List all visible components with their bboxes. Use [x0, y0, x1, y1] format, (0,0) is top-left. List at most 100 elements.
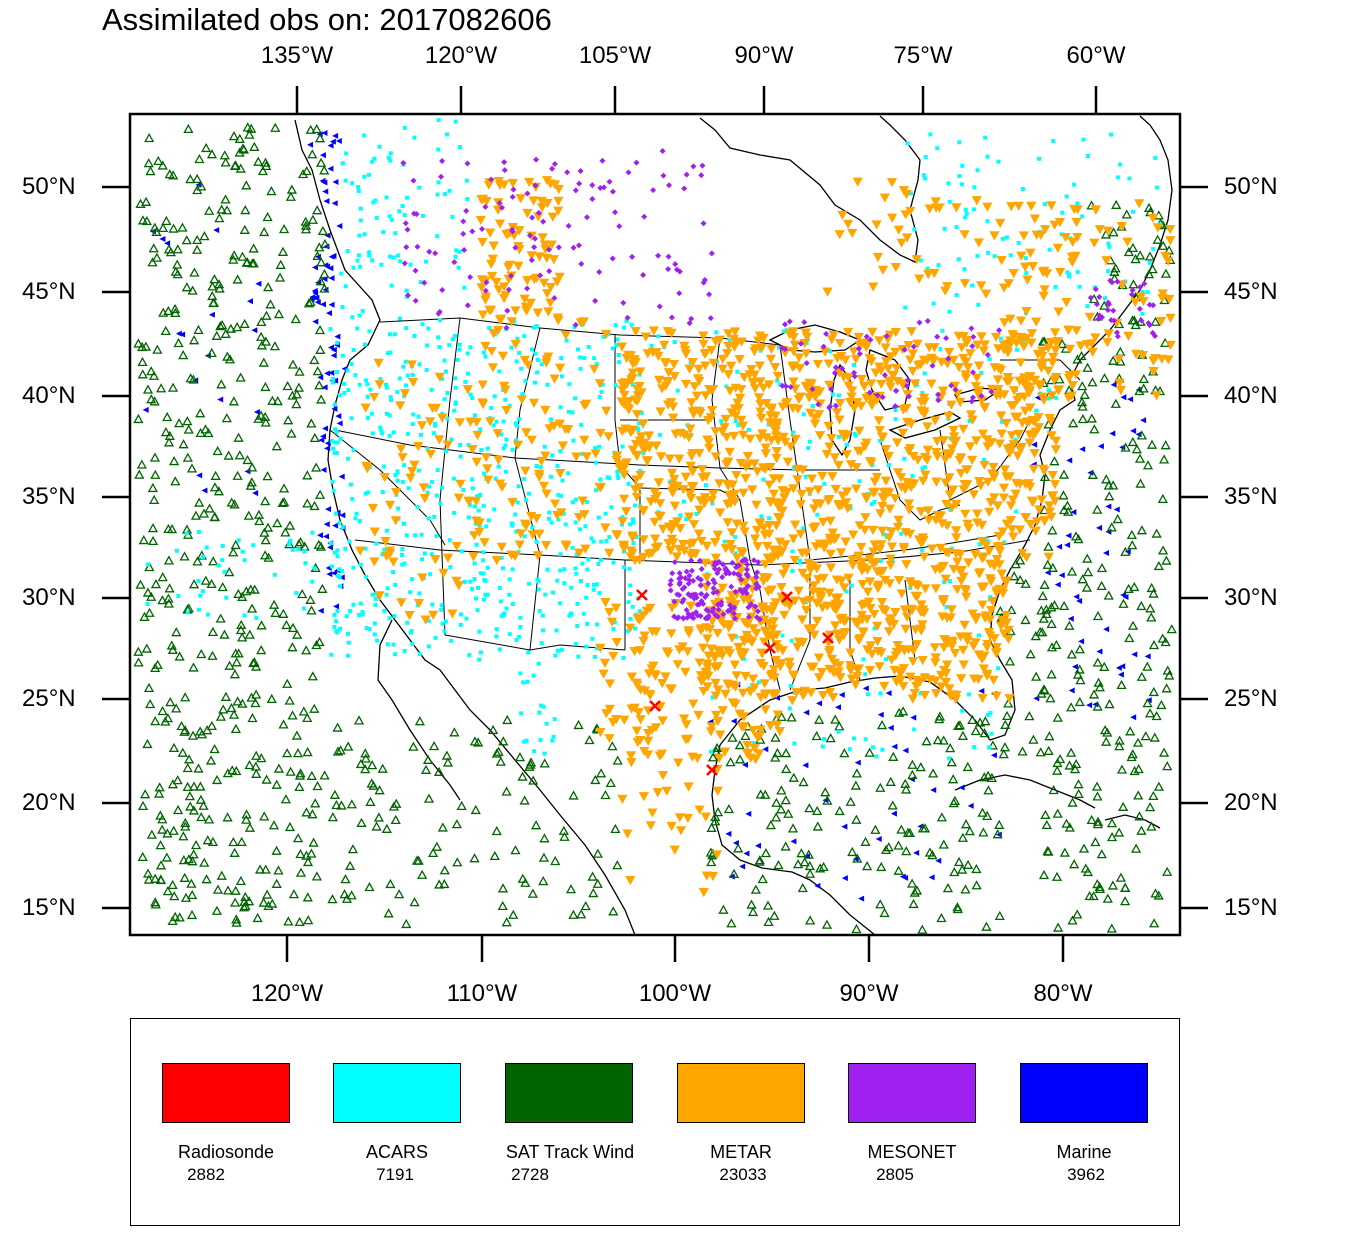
metar-obs [977, 600, 988, 610]
legend-label-mesonet: MESONET [867, 1142, 957, 1162]
sat-track-wind-obs [971, 880, 982, 890]
acars-obs [497, 647, 502, 652]
metar-obs [390, 516, 401, 526]
metar-obs [685, 493, 697, 504]
sat-track-wind-obs [241, 814, 252, 824]
acars-obs [348, 482, 353, 487]
metar-obs [547, 212, 558, 222]
metar-obs [722, 679, 733, 689]
mesonet-obs [867, 336, 874, 343]
acars-obs [478, 427, 483, 432]
metar-obs [730, 411, 741, 421]
metar-obs [627, 549, 638, 559]
acars-obs [370, 592, 375, 597]
sat-track-wind-obs [302, 470, 313, 480]
metar-obs [666, 603, 678, 613]
acars-obs [382, 547, 387, 552]
metar-obs [678, 485, 689, 495]
sat-track-wind-obs [262, 522, 274, 532]
sat-track-wind-obs [1143, 202, 1155, 212]
sat-track-wind-obs [207, 281, 218, 291]
sat-track-wind-obs [718, 904, 729, 914]
sat-track-wind-obs [277, 497, 288, 507]
sat-track-wind-obs [146, 394, 157, 404]
metar-obs [1005, 516, 1016, 526]
sat-track-wind-obs [285, 766, 296, 776]
metar-obs [942, 521, 953, 531]
sat-track-wind-obs [151, 252, 163, 262]
mesonet-obs [555, 244, 562, 251]
sat-track-wind-obs [188, 662, 199, 672]
sat-track-wind-obs [271, 779, 282, 789]
acars-obs [514, 438, 519, 443]
mesonet-obs [702, 594, 709, 601]
metar-obs [955, 566, 966, 577]
acars-obs [942, 226, 947, 231]
marine-obs [1054, 581, 1061, 588]
sat-track-wind-obs [760, 847, 772, 858]
sat-track-wind-obs [851, 768, 862, 778]
metar-obs [903, 499, 915, 509]
acars-obs [485, 565, 490, 570]
acars-obs [792, 741, 797, 746]
sat-track-wind-obs [222, 768, 233, 778]
marine-obs [323, 521, 330, 528]
mesonet-obs [855, 345, 862, 352]
marine-obs [1119, 663, 1126, 670]
sat-track-wind-obs [1077, 381, 1088, 391]
marine-obs [1130, 714, 1137, 721]
metar-obs [657, 716, 668, 726]
metar-obs [737, 688, 749, 698]
metar-obs [733, 642, 744, 653]
sat-track-wind-obs [251, 768, 262, 778]
acars-obs [630, 382, 635, 387]
sat-track-wind-obs [1047, 525, 1058, 535]
metar-obs [864, 666, 876, 676]
acars-obs [459, 549, 464, 554]
marine-obs [311, 287, 318, 294]
metar-obs [867, 525, 879, 536]
sat-track-wind-obs [180, 692, 191, 702]
mesonet-obs [970, 369, 977, 376]
sat-track-wind-obs [949, 795, 961, 805]
sat-track-wind-obs [525, 757, 537, 767]
metar-obs [871, 220, 882, 230]
marine-obs [890, 810, 897, 817]
acars-obs [836, 729, 841, 734]
metar-obs [642, 456, 653, 466]
sat-track-wind-obs [1106, 818, 1118, 828]
metar-obs [589, 364, 600, 375]
acars-obs [425, 343, 430, 348]
marine-obs [728, 873, 735, 880]
acars-obs [417, 651, 422, 656]
metar-obs [874, 336, 885, 346]
sat-track-wind-obs [219, 629, 230, 639]
sat-track-wind-obs [442, 757, 454, 767]
metar-obs [369, 527, 380, 537]
metar-obs [701, 573, 712, 583]
metar-obs [794, 363, 805, 374]
acars-obs [599, 389, 604, 394]
sat-track-wind-obs [1120, 896, 1131, 906]
metar-obs [674, 454, 685, 464]
sat-track-wind-obs [185, 174, 196, 184]
sat-track-wind-obs [812, 805, 823, 816]
acars-obs [614, 343, 619, 348]
acars-obs [204, 545, 209, 550]
mesonet-obs [625, 169, 632, 176]
mesonet-obs [745, 583, 752, 590]
metar-obs [754, 331, 766, 341]
sat-track-wind-obs [173, 337, 184, 348]
sat-track-wind-obs [1000, 719, 1011, 729]
marine-obs [320, 466, 327, 473]
metar-obs [1013, 429, 1024, 440]
metar-obs [655, 452, 667, 462]
sat-track-wind-obs [1048, 784, 1059, 795]
acars-obs [338, 626, 343, 631]
acars-obs [822, 737, 827, 742]
sat-track-wind-obs [612, 755, 623, 765]
metar-obs [1051, 372, 1062, 383]
sat-track-wind-obs [206, 347, 217, 358]
sat-track-wind-obs [200, 575, 211, 585]
metar-obs [745, 434, 756, 444]
